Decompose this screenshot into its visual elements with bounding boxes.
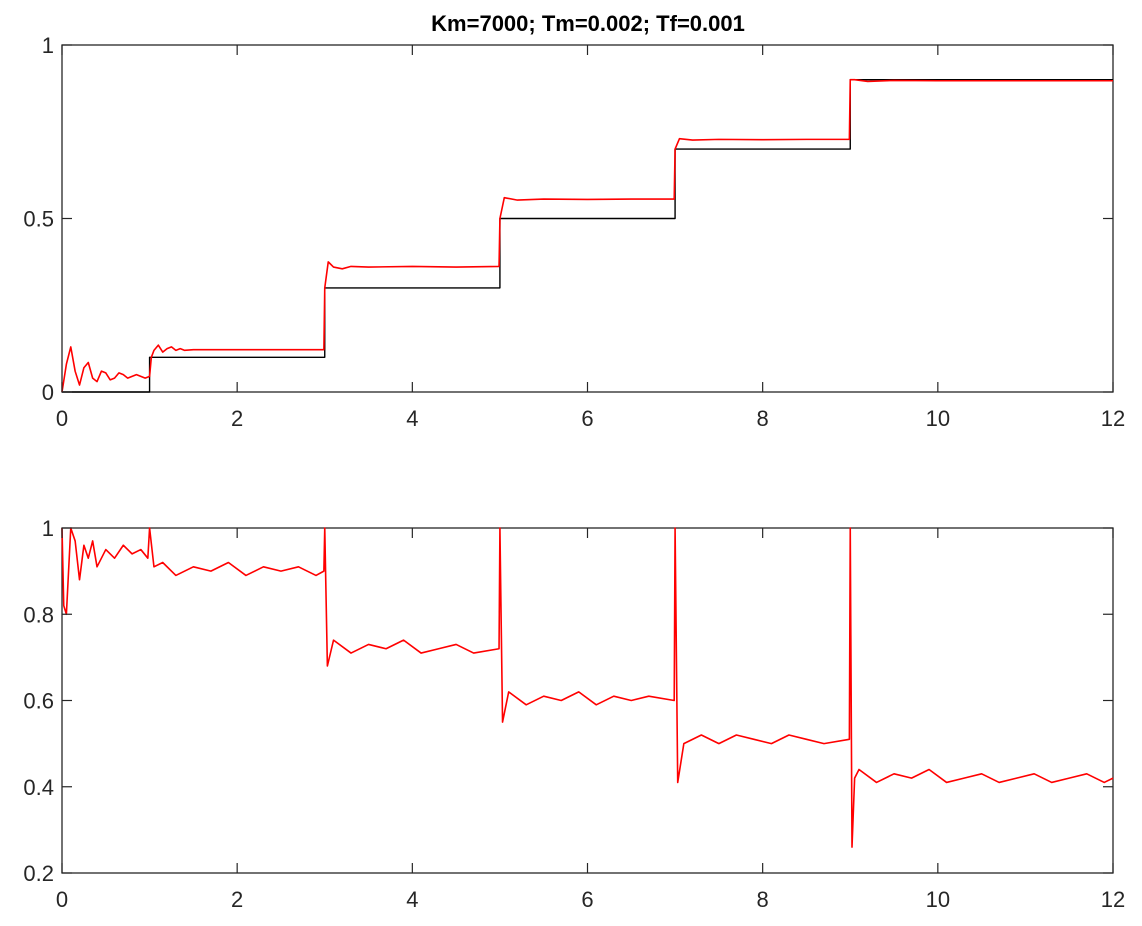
top-axes-lines xyxy=(61,78,1113,393)
x-tick-label: 8 xyxy=(757,406,769,431)
x-tick-label: 10 xyxy=(926,406,950,431)
y-tick-label: 0 xyxy=(42,380,54,405)
bottom-axes-ticks: 0 2 4 6 8 10 12 0.2 0.4 0.6 0.8 1 xyxy=(23,516,1125,912)
x-tick-label: 2 xyxy=(231,887,243,912)
top-axes-ticks: 0 2 4 6 8 10 12 0 0.5 1 xyxy=(23,33,1125,431)
series-line-1 xyxy=(61,78,1113,393)
bottom-axes-lines xyxy=(61,527,1114,848)
y-tick-label: 0.5 xyxy=(23,207,54,232)
y-tick-label: 1 xyxy=(42,516,54,541)
x-tick-label: 8 xyxy=(757,887,769,912)
x-tick-label: 2 xyxy=(231,406,243,431)
bottom-axes: 0 2 4 6 8 10 12 0.2 0.4 0.6 0.8 1 xyxy=(23,516,1125,912)
bottom-axes-box xyxy=(61,527,1114,874)
y-tick-label: 0.6 xyxy=(23,689,54,714)
x-tick-label: 4 xyxy=(406,887,418,912)
y-tick-label: 1 xyxy=(42,33,54,58)
top-axes: 0 2 4 6 8 10 12 0 0.5 1 xyxy=(23,33,1125,431)
y-tick-label: 0.8 xyxy=(23,602,54,627)
x-tick-label: 6 xyxy=(581,406,593,431)
y-tick-label: 0.4 xyxy=(23,775,54,800)
x-tick-label: 0 xyxy=(56,887,68,912)
y-tick-label: 0.2 xyxy=(23,861,54,886)
x-tick-label: 12 xyxy=(1101,887,1125,912)
series-line-0 xyxy=(61,527,1114,848)
chart-title: Km=7000; Tm=0.002; Tf=0.001 xyxy=(431,11,745,36)
x-tick-label: 4 xyxy=(406,406,418,431)
x-tick-label: 0 xyxy=(56,406,68,431)
x-tick-label: 6 xyxy=(581,887,593,912)
x-tick-label: 12 xyxy=(1101,406,1125,431)
x-tick-label: 10 xyxy=(926,887,950,912)
